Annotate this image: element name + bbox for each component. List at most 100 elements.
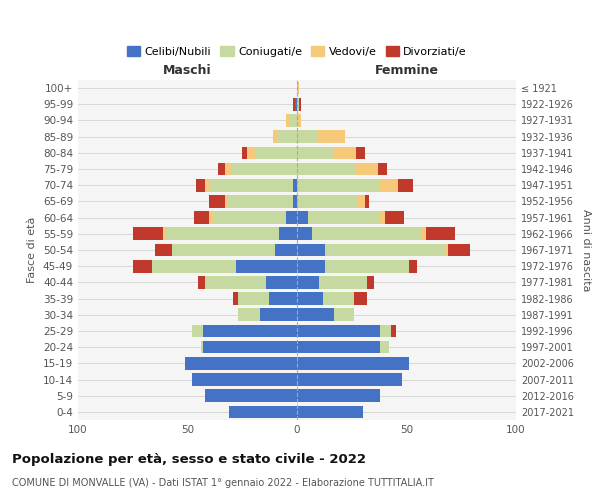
Bar bbox=[297, 195, 358, 207]
Text: Femmine: Femmine bbox=[374, 64, 439, 77]
Text: COMUNE DI MONVALLE (VA) - Dati ISTAT 1° gennaio 2022 - Elaborazione TUTTITALIA.I: COMUNE DI MONVALLE (VA) - Dati ISTAT 1° … bbox=[12, 478, 434, 488]
Bar bbox=[380, 179, 398, 192]
Bar bbox=[295, 98, 297, 110]
Bar bbox=[297, 179, 380, 192]
Bar bbox=[297, 324, 380, 338]
Bar bbox=[192, 324, 203, 338]
Bar bbox=[297, 162, 356, 175]
Bar bbox=[166, 228, 280, 240]
Bar bbox=[299, 98, 301, 110]
Bar bbox=[225, 195, 227, 207]
Bar bbox=[236, 260, 297, 272]
Bar bbox=[297, 130, 317, 143]
Bar bbox=[297, 244, 325, 256]
Bar bbox=[247, 146, 256, 159]
Bar bbox=[242, 146, 247, 159]
Bar bbox=[313, 228, 422, 240]
Bar bbox=[297, 373, 402, 386]
Bar bbox=[385, 212, 404, 224]
Bar bbox=[297, 308, 334, 321]
Bar bbox=[334, 146, 356, 159]
Bar bbox=[192, 373, 297, 386]
Bar bbox=[155, 244, 172, 256]
Bar bbox=[133, 260, 152, 272]
Bar bbox=[293, 179, 297, 192]
Bar bbox=[297, 212, 308, 224]
Bar bbox=[205, 390, 297, 402]
Bar bbox=[448, 244, 470, 256]
Bar bbox=[446, 244, 448, 256]
Bar bbox=[367, 276, 374, 288]
Bar bbox=[275, 244, 297, 256]
Bar bbox=[297, 276, 319, 288]
Bar bbox=[214, 212, 286, 224]
Bar bbox=[378, 162, 387, 175]
Bar bbox=[163, 228, 166, 240]
Bar bbox=[297, 228, 313, 240]
Bar bbox=[203, 341, 297, 353]
Bar bbox=[273, 130, 277, 143]
Bar bbox=[409, 260, 418, 272]
Bar bbox=[297, 114, 301, 127]
Bar bbox=[229, 406, 297, 418]
Bar bbox=[200, 341, 203, 353]
Bar bbox=[323, 292, 354, 305]
Bar bbox=[205, 179, 209, 192]
Bar bbox=[334, 308, 354, 321]
Bar bbox=[185, 357, 297, 370]
Bar bbox=[297, 146, 334, 159]
Bar bbox=[209, 179, 293, 192]
Y-axis label: Fasce di età: Fasce di età bbox=[28, 217, 37, 283]
Bar bbox=[260, 308, 297, 321]
Text: Popolazione per età, sesso e stato civile - 2022: Popolazione per età, sesso e stato civil… bbox=[12, 452, 366, 466]
Bar bbox=[286, 114, 290, 127]
Bar bbox=[426, 228, 455, 240]
Bar bbox=[233, 292, 238, 305]
Text: Maschi: Maschi bbox=[163, 64, 212, 77]
Bar bbox=[199, 276, 205, 288]
Bar bbox=[319, 276, 367, 288]
Y-axis label: Anni di nascita: Anni di nascita bbox=[581, 209, 590, 291]
Bar bbox=[203, 324, 297, 338]
Bar bbox=[227, 195, 293, 207]
Bar bbox=[354, 292, 367, 305]
Bar bbox=[196, 179, 205, 192]
Bar bbox=[225, 162, 232, 175]
Bar bbox=[133, 228, 163, 240]
Bar bbox=[293, 98, 295, 110]
Bar bbox=[152, 260, 236, 272]
Bar bbox=[286, 212, 297, 224]
Bar bbox=[290, 114, 297, 127]
Bar bbox=[308, 212, 380, 224]
Bar bbox=[297, 390, 380, 402]
Bar bbox=[325, 260, 409, 272]
Bar bbox=[356, 146, 365, 159]
Legend: Celibi/Nubili, Coniugati/e, Vedovi/e, Divorziati/e: Celibi/Nubili, Coniugati/e, Vedovi/e, Di… bbox=[122, 42, 472, 61]
Bar bbox=[380, 324, 391, 338]
Bar bbox=[269, 292, 297, 305]
Bar bbox=[398, 179, 413, 192]
Bar bbox=[358, 195, 365, 207]
Bar bbox=[380, 341, 389, 353]
Bar bbox=[297, 98, 299, 110]
Bar bbox=[365, 195, 369, 207]
Bar bbox=[218, 162, 225, 175]
Bar bbox=[238, 308, 260, 321]
Bar bbox=[317, 130, 345, 143]
Bar bbox=[356, 162, 378, 175]
Bar bbox=[232, 162, 297, 175]
Bar bbox=[297, 357, 409, 370]
Bar bbox=[297, 341, 380, 353]
Bar bbox=[266, 276, 297, 288]
Bar bbox=[209, 195, 225, 207]
Bar bbox=[422, 228, 426, 240]
Bar bbox=[297, 406, 362, 418]
Bar bbox=[238, 292, 269, 305]
Bar bbox=[325, 244, 446, 256]
Bar bbox=[205, 276, 266, 288]
Bar bbox=[172, 244, 275, 256]
Bar bbox=[391, 324, 395, 338]
Bar bbox=[209, 212, 214, 224]
Bar bbox=[380, 212, 385, 224]
Bar bbox=[277, 130, 297, 143]
